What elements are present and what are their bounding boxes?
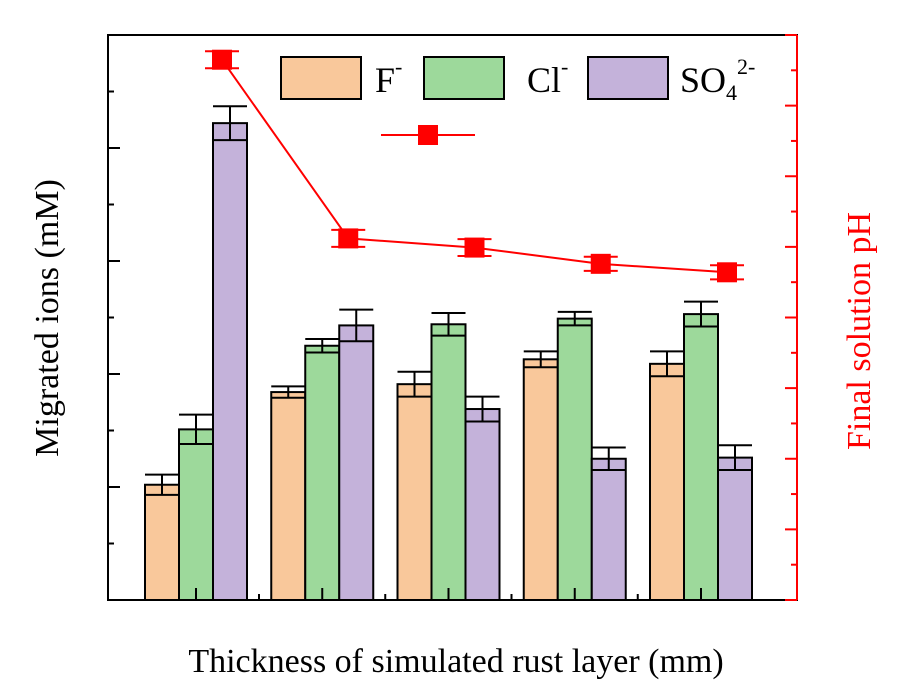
legend-swatch-1 [423,56,505,100]
legend-label-2: SO42- [680,54,755,105]
bar-1-1 [304,344,341,601]
legend-swatch-0 [280,56,362,100]
legend-ph-marker [418,125,438,145]
bar-0-4 [649,362,685,601]
bar-0-3 [522,358,559,601]
legend-label-base: Cl [527,60,561,100]
ph-point-4 [717,262,737,283]
x-axis-label: Thickness of simulated rust layer (mm) [188,643,723,680]
bar-2-2 [464,408,501,601]
legend-label-superscript: - [395,54,402,79]
bar-0-1 [270,391,307,601]
legend-label-superscript: 2- [737,54,755,79]
ph-point-1 [338,228,359,249]
bar-2-0 [212,122,248,601]
legend-swatch-2 [587,56,669,100]
x-axis [195,588,702,600]
ph-point-2 [464,237,485,258]
bar-0-0 [144,483,180,601]
bars-layer [144,122,753,602]
bar-2-4 [717,456,753,601]
bar-2-1 [338,324,375,601]
ph-point-3 [590,253,611,274]
legend-label-subscript: 4 [726,80,737,105]
ph-point-0 [212,49,232,70]
bar-1-2 [430,323,467,601]
legend-label-1: Cl- [527,54,568,100]
legend-label-0: F- [375,54,402,100]
legend: F- Cl- SO42- [280,54,755,145]
bar-2-3 [590,457,627,601]
error-bars-layer [145,105,752,496]
legend-label-base: SO [680,60,726,100]
left-y-axis [108,34,120,601]
bar-1-3 [556,317,593,601]
left-y-axis-label: Migrated ions (mM) [29,179,66,457]
bar-1-4 [683,313,719,601]
bar-1-0 [178,428,214,601]
legend-label-base: F [375,60,395,100]
right-y-axis [785,34,798,601]
bar-0-2 [396,383,433,602]
ph-line-layer [205,49,744,283]
legend-label-superscript: - [561,54,568,79]
right-y-axis-label: Final solution pH [841,212,878,450]
